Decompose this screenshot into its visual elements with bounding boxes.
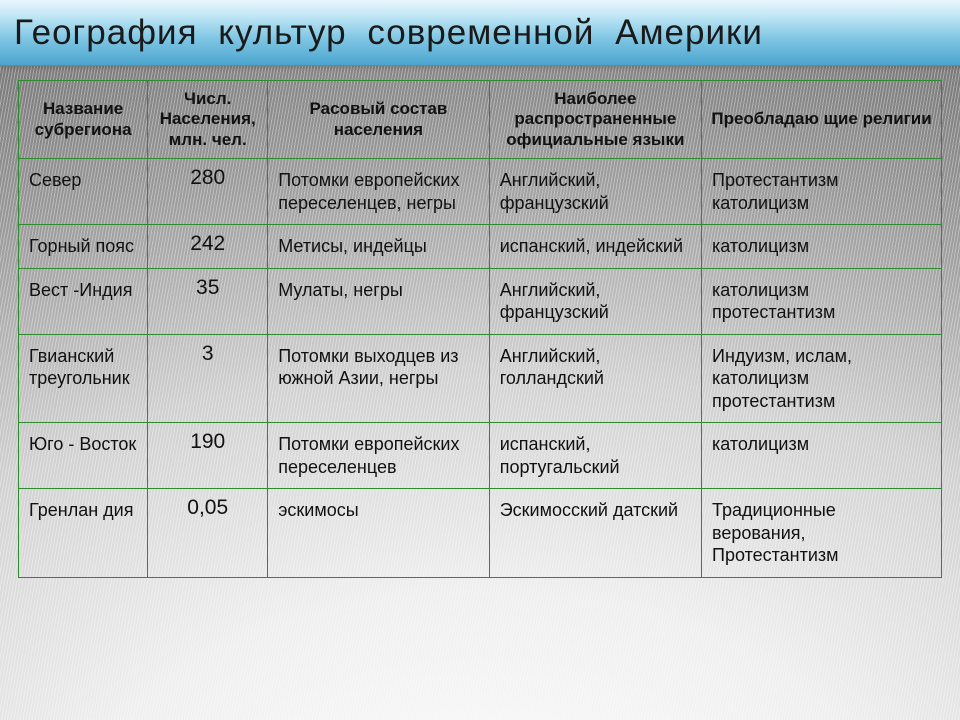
cell-racial: эскимосы	[268, 489, 490, 578]
cell-name: Гренлан дия	[19, 489, 148, 578]
cell-languages: Английский, французский	[489, 159, 701, 225]
cultures-table: Название субрегиона Числ. Населения, млн…	[18, 80, 942, 578]
cell-population: 35	[148, 268, 268, 334]
cell-religions: католицизм протестантизм	[702, 268, 942, 334]
cell-name: Гвианский треугольник	[19, 334, 148, 423]
col-languages: Наиболее распространенные официальные яз…	[489, 81, 701, 159]
cell-population: 190	[148, 423, 268, 489]
cell-languages: испанский, индейский	[489, 225, 701, 269]
table-row: Гренлан дия 0,05 эскимосы Эскимосский да…	[19, 489, 942, 578]
col-religions: Преобладаю щие религии	[702, 81, 942, 159]
cell-religions: Протестантизм католицизм	[702, 159, 942, 225]
page-title: География культур современной Америки	[14, 13, 763, 53]
table-body: Север 280 Потомки европейских переселенц…	[19, 159, 942, 578]
col-racial: Расовый состав населения	[268, 81, 490, 159]
cell-name: Юго - Восток	[19, 423, 148, 489]
cell-name: Горный пояс	[19, 225, 148, 269]
cell-religions: католицизм	[702, 225, 942, 269]
cell-religions: Традиционные верования, Протестантизм	[702, 489, 942, 578]
cell-racial: Метисы, индейцы	[268, 225, 490, 269]
table-row: Север 280 Потомки европейских переселенц…	[19, 159, 942, 225]
cell-population: 280	[148, 159, 268, 225]
cell-religions: католицизм	[702, 423, 942, 489]
title-bar: География культур современной Америки	[0, 0, 960, 66]
cell-name: Север	[19, 159, 148, 225]
cell-languages: Английский, французский	[489, 268, 701, 334]
cell-population: 0,05	[148, 489, 268, 578]
cell-languages: Английский, голландский	[489, 334, 701, 423]
table-wrap: Название субрегиона Числ. Населения, млн…	[0, 66, 960, 578]
table-row: Горный пояс 242 Метисы, индейцы испански…	[19, 225, 942, 269]
cell-languages: испанский, португальский	[489, 423, 701, 489]
cell-racial: Мулаты, негры	[268, 268, 490, 334]
cell-population: 242	[148, 225, 268, 269]
table-row: Гвианский треугольник 3 Потомки выходцев…	[19, 334, 942, 423]
cell-racial: Потомки европейских переселенцев	[268, 423, 490, 489]
table-row: Юго - Восток 190 Потомки европейских пер…	[19, 423, 942, 489]
col-population: Числ. Населения, млн. чел.	[148, 81, 268, 159]
cell-religions: Индуизм, ислам, католицизм протестантизм	[702, 334, 942, 423]
table-header-row: Название субрегиона Числ. Населения, млн…	[19, 81, 942, 159]
col-name: Название субрегиона	[19, 81, 148, 159]
cell-racial: Потомки европейских переселенцев, негры	[268, 159, 490, 225]
cell-racial: Потомки выходцев из южной Азии, негры	[268, 334, 490, 423]
cell-name: Вест -Индия	[19, 268, 148, 334]
cell-population: 3	[148, 334, 268, 423]
cell-languages: Эскимосский датский	[489, 489, 701, 578]
table-row: Вест -Индия 35 Мулаты, негры Английский,…	[19, 268, 942, 334]
